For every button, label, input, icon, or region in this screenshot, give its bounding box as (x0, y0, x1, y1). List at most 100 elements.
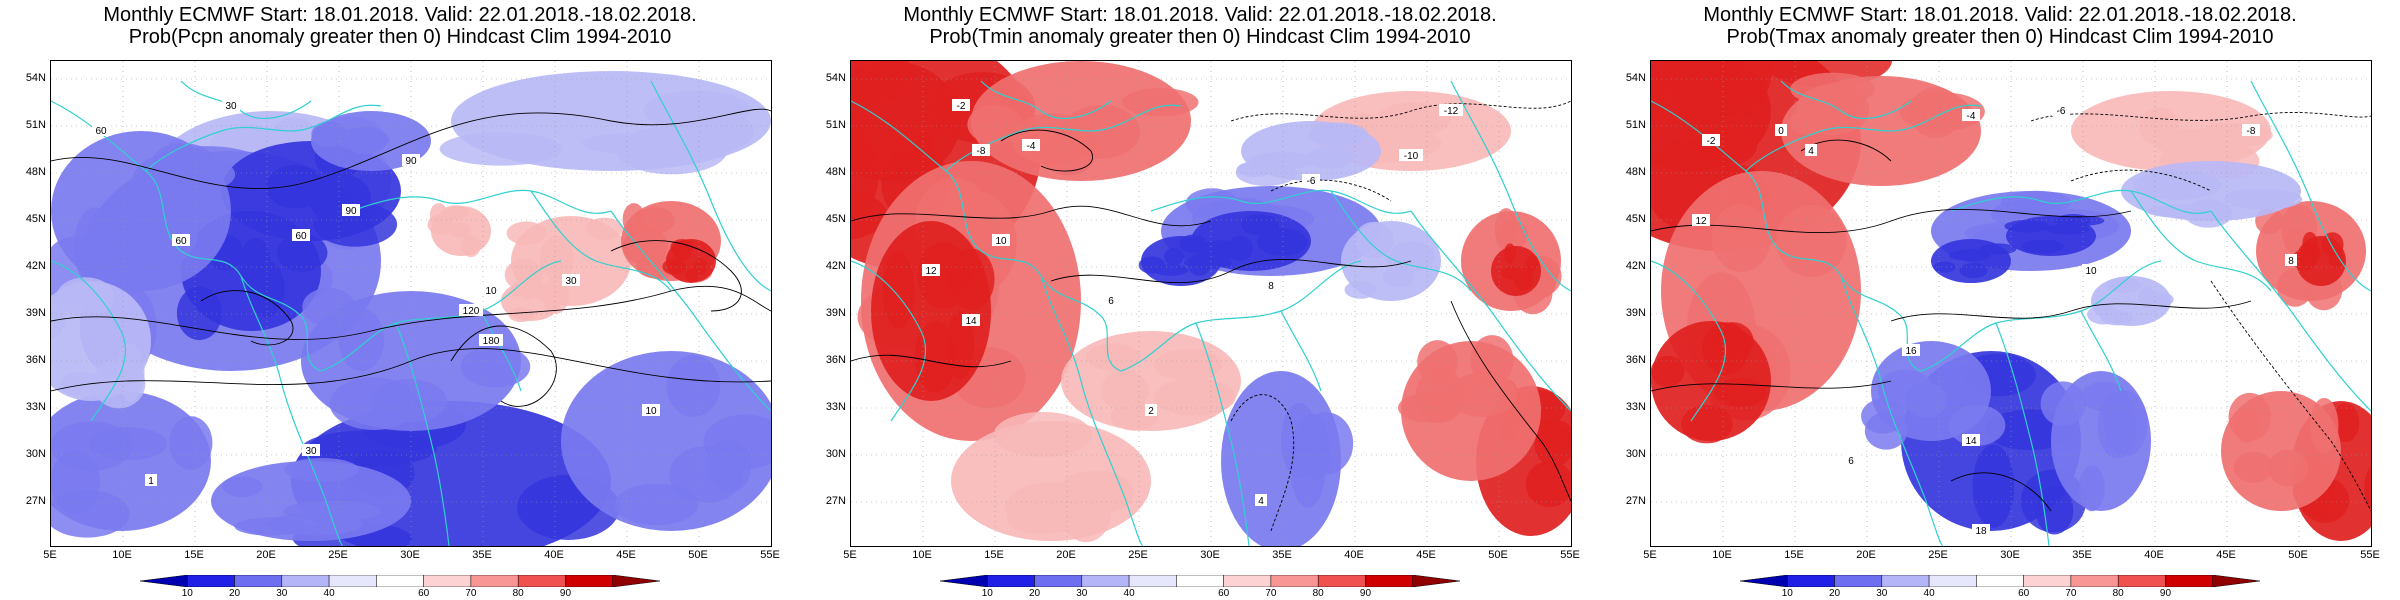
contour-label-text: 10 (2085, 266, 2097, 277)
shading-area (129, 194, 199, 266)
colorbar-swatch (1223, 575, 1272, 587)
shading-area (1185, 188, 1239, 220)
latitude-label: 51N (825, 119, 846, 131)
longitude-label: 40E (1344, 549, 1364, 561)
colorbar-swatch (1317, 575, 1366, 587)
longitude-label: 5E (43, 549, 57, 561)
coastline (980, 80, 1112, 119)
coastline (1651, 260, 1727, 422)
contour-label: 30 (302, 444, 320, 457)
shading-area (2097, 392, 2137, 459)
latitude-label: 48N (25, 166, 46, 178)
shading-area (666, 355, 721, 417)
shading-area (614, 483, 699, 526)
coastline (1150, 189, 1412, 214)
colorbar-swatch (1270, 575, 1319, 587)
colorbar-label: 70 (1265, 588, 1277, 599)
contour-label-text: 180 (483, 336, 500, 347)
shading-area (461, 234, 481, 258)
contour-label-text: 90 (405, 156, 417, 167)
coastline (145, 104, 382, 172)
shading-area (539, 235, 574, 281)
shading-area (2139, 107, 2180, 146)
shading-area (622, 203, 646, 236)
shading-area (1681, 404, 1733, 444)
shading-area (2078, 465, 2105, 512)
colorbar-label: 90 (2159, 588, 2172, 599)
colorbar-label: 10 (981, 588, 993, 599)
coastline (1651, 100, 1922, 372)
colorbar-swatch (187, 575, 235, 587)
latitude-label: 36N (825, 354, 846, 366)
shading-area (1056, 470, 1134, 515)
coastline (1410, 210, 1571, 412)
shading-area (442, 205, 470, 220)
probability-shading (851, 61, 1571, 546)
panel-title-line2: Prob(Tmax anomaly greater then 0) Hindca… (1726, 26, 2274, 48)
colorbar-label: 80 (512, 588, 524, 599)
longitude-label: 15E (184, 549, 204, 561)
colorbar-swatch (2212, 575, 2260, 587)
shading-area (239, 237, 271, 289)
panel-pcpn: Monthly ECMWF Start: 18.01.2018. Valid: … (0, 0, 800, 600)
latitude-label: 27N (25, 495, 46, 507)
graticule (851, 61, 1571, 546)
panel-title-line2: Prob(Tmin anomaly greater then 0) Hindca… (929, 26, 1471, 48)
contour-line (200, 290, 294, 346)
shading-area (882, 251, 915, 329)
shading-area (153, 143, 214, 176)
longitude-label: 5E (843, 549, 857, 561)
colorbar-swatch (1881, 575, 1930, 587)
contour-label-text: 4 (1808, 146, 1814, 157)
shading-area (851, 113, 878, 172)
shading-area (911, 130, 941, 172)
colorbar-swatch (2165, 575, 2213, 587)
coastline (320, 260, 562, 372)
longitude-label: 10E (1712, 549, 1732, 561)
probability-shading (1651, 61, 2371, 541)
shading-area (2309, 397, 2339, 454)
colorbar-label: 20 (1028, 588, 1041, 599)
shading-area (1513, 273, 1534, 291)
latitude-label: 51N (1625, 119, 1646, 131)
colorbar-swatch (1412, 575, 1460, 587)
shading-area (1504, 243, 1516, 264)
coastline (180, 80, 312, 119)
latitude-label: 42N (1625, 260, 1646, 272)
contour-label-text: -6 (2057, 106, 2066, 117)
contour-label-text: 90 (345, 206, 357, 217)
shading-area (673, 245, 692, 262)
panel-title-line1: Monthly ECMWF Start: 18.01.2018. Valid: … (103, 4, 697, 26)
shading-area (1535, 419, 1571, 453)
shading-area (510, 285, 523, 298)
contour-label: 14 (962, 314, 980, 327)
colorbar-swatch (281, 575, 330, 587)
shading-area (914, 321, 957, 393)
longitude-label: 45E (2216, 549, 2236, 561)
shading-area (1949, 250, 1975, 261)
colorbar-swatch (1081, 575, 1130, 587)
contour-line (851, 354, 1012, 368)
coastline (1920, 260, 2162, 372)
contour-label: -2 (952, 99, 970, 112)
contour-label-text: 4 (1258, 496, 1264, 507)
contour-line (450, 325, 557, 407)
colorbar-strip (1740, 575, 2260, 587)
latitude-label: 30N (825, 448, 846, 460)
shading-area (2000, 190, 2072, 215)
colorbar-label: 80 (1312, 588, 1324, 599)
contour-label: 10 (642, 404, 660, 417)
shading-area (1415, 367, 1465, 424)
shading-area (51, 294, 66, 341)
colorbar-label: 30 (1076, 588, 1088, 599)
shading-area (1714, 378, 1767, 407)
contour-label: 16 (1902, 344, 1920, 357)
shading-area (1526, 255, 1539, 270)
latitude-label: 33N (25, 401, 46, 413)
latitude-label: 39N (1625, 307, 1646, 319)
contour-label-text: -12 (1444, 106, 1459, 117)
contour-line (1230, 100, 1571, 122)
colorbar-label: 80 (2112, 588, 2124, 599)
colorbar-label: 30 (1876, 588, 1888, 599)
contour-label-text: -8 (977, 146, 986, 157)
